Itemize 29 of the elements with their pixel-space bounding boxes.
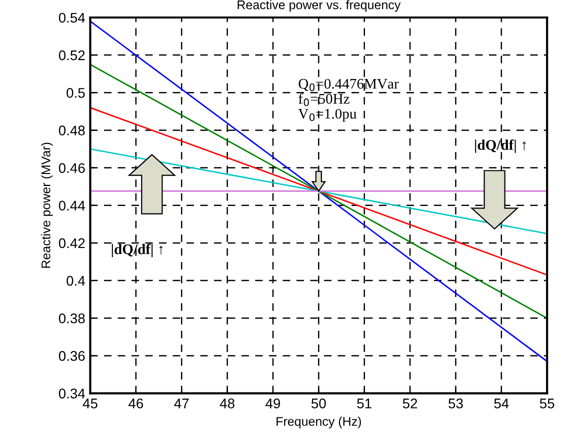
x-axis-title: Frequency (Hz) xyxy=(276,416,361,428)
x-tick-label: 46 xyxy=(128,398,144,408)
y-tick-label: 0.38 xyxy=(58,313,85,324)
x-tick-label: 47 xyxy=(174,398,189,408)
x-tick-label: 45 xyxy=(82,398,98,408)
y-tick-label: 0.52 xyxy=(58,50,85,60)
y-tick-label: 0.44 xyxy=(58,200,85,211)
y-tick-label: 0.36 xyxy=(58,351,85,361)
x-tick-label: 48 xyxy=(220,398,234,408)
annotation: |dQ/df| ↑ xyxy=(475,139,526,153)
annotation: Q$_{0}$=0.4476MVar xyxy=(298,78,399,92)
y-tick-label: 0.48 xyxy=(58,126,85,136)
x-tick-label: 55 xyxy=(540,398,554,408)
annotation: |dQ/df| ↑ xyxy=(112,244,163,258)
x-tick-label: 53 xyxy=(448,398,463,408)
x-tick-label: 50 xyxy=(311,398,326,408)
y-tick-label: 0.5 xyxy=(66,88,85,98)
y-tick-label: 0.42 xyxy=(58,238,85,248)
x-tick-label: 52 xyxy=(402,398,418,408)
y-tick-label: 0.54 xyxy=(58,12,85,23)
y-tick-label: 0.46 xyxy=(58,163,85,173)
x-tick-label: 54 xyxy=(494,398,509,408)
annotation: V$_{0}$=1.0pu xyxy=(298,108,356,122)
x-tick-label: 51 xyxy=(357,398,372,408)
y-axis-title: Reactive power (MVar) xyxy=(41,142,53,268)
x-tick-label: 49 xyxy=(266,398,280,408)
chart-title: Reactive power vs. frequency xyxy=(238,0,401,12)
y-tick-label: 0.34 xyxy=(58,388,85,398)
y-tick-label: 0.4 xyxy=(66,276,85,286)
